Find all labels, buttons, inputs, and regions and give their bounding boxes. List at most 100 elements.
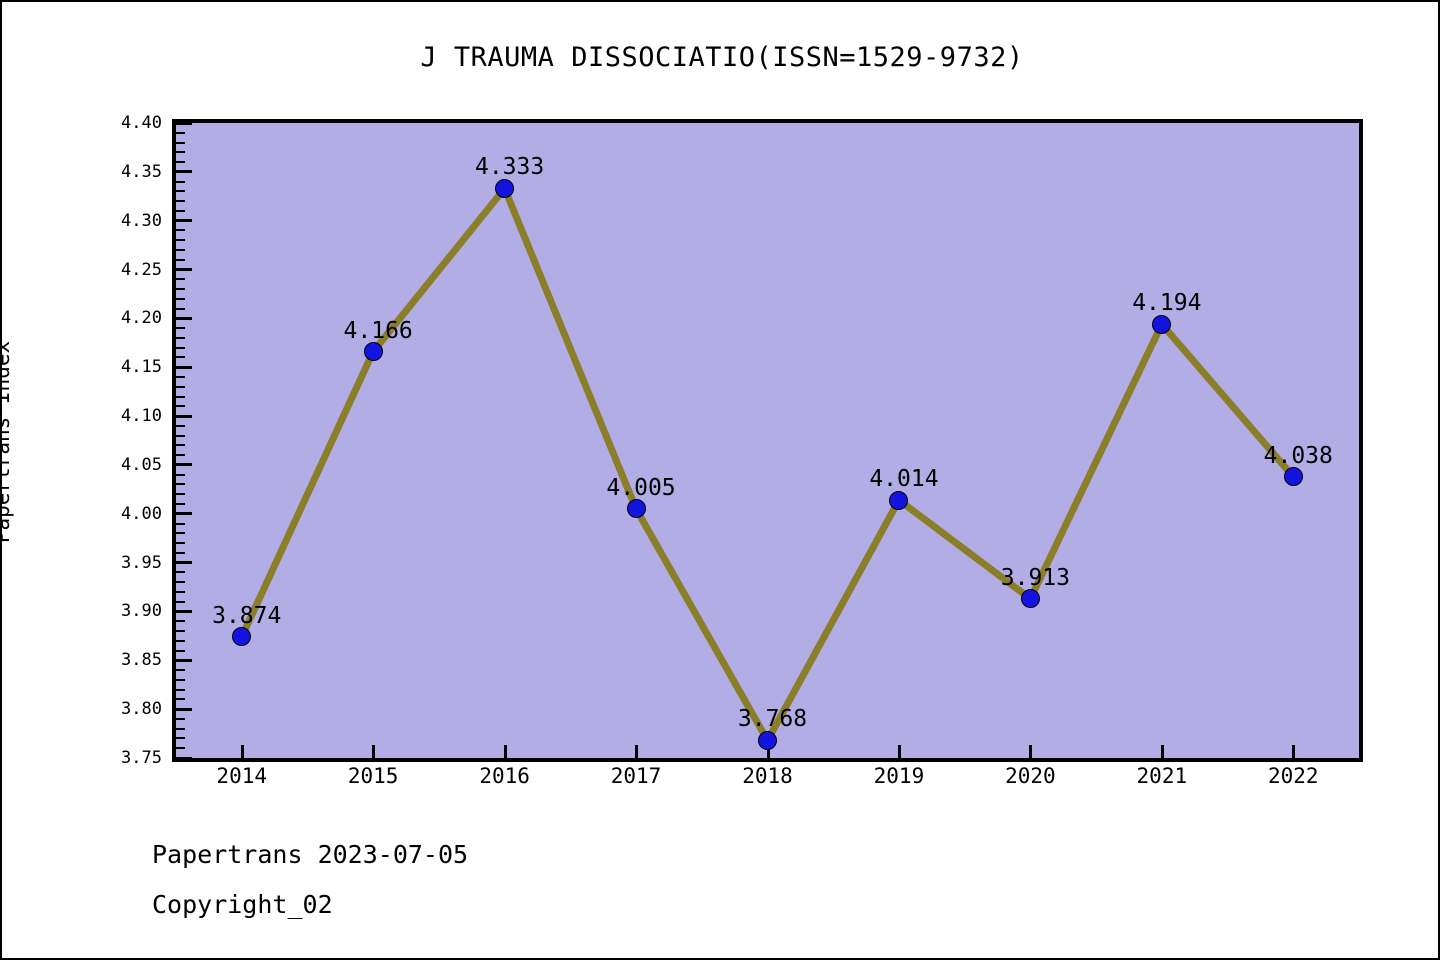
y-axis-minor-tick [176,649,185,652]
y-axis-minor-tick [176,307,185,310]
x-axis-tick-label: 2015 [347,764,399,788]
x-axis-tick [635,745,639,758]
y-axis-minor-tick [176,209,185,212]
x-axis-tick [240,745,244,758]
y-axis-minor-tick [176,503,185,505]
y-axis-minor-tick [176,737,185,740]
y-axis-minor-tick [176,688,185,691]
y-axis-minor-tick [176,258,185,261]
y-axis-tick-label: 4.10 [121,406,162,427]
y-axis-minor-tick [176,669,185,672]
y-axis-minor-tick [176,727,185,730]
footer-source: Papertrans 2023-07-05 [152,840,469,869]
y-axis-tick-label: 4.15 [121,357,162,378]
x-axis-tick [1292,745,1296,758]
y-axis-minor-tick [176,434,185,437]
y-axis-minor-tick [176,483,185,486]
x-axis-tick-label: 2018 [742,764,793,788]
x-axis-tick-label: 2014 [216,764,267,788]
y-axis-major-tick [176,268,192,272]
x-axis-tick-label: 2019 [873,764,925,788]
y-axis-major-tick [176,316,192,320]
y-axis-tick-label: 4.20 [121,308,162,329]
footer-copyright: Copyright_02 [152,890,333,919]
plot-inner: 3.874 4.166 4.333 4.005 3.768 4.014 3.913 4.194… [176,121,1359,760]
y-axis-minor-tick [176,717,185,720]
y-axis-minor-tick [176,551,185,554]
y-axis-tick-label: 3.95 [121,552,162,573]
y-axis-minor-tick [176,200,185,203]
x-axis-tick [766,745,770,758]
x-axis-tick-label: 2017 [610,764,662,788]
y-axis-major-tick [176,707,192,711]
y-axis-tick-label: 4.40 [121,113,162,133]
y-axis-minor-tick [176,327,185,330]
plot-area: 3.874 4.166 4.333 4.005 3.768 4.014 3.913 4.194… [172,119,1363,762]
y-axis-minor-tick [176,170,185,173]
y-axis-tick-label: 4.30 [121,210,162,231]
y-axis-minor-tick [176,590,185,593]
y-axis-tick-label: 4.05 [121,454,162,475]
y-axis-minor-tick [176,405,185,408]
y-axis-minor-tick [176,522,185,525]
y-axis-minor-tick [176,395,185,398]
y-axis-minor-tick [176,630,185,632]
y-axis-minor-tick [176,297,185,300]
x-axis-tick-label: 2022 [1267,764,1319,788]
y-axis-tick-label: 4.25 [121,259,162,280]
data-point-marker [363,342,383,362]
y-axis-minor-tick [176,336,185,339]
x-axis-tick [1160,745,1164,758]
y-axis-major-tick [176,609,192,613]
data-point-marker [232,627,252,647]
y-axis-major-tick [176,365,192,369]
y-axis-major-tick [176,463,192,467]
data-point-marker [758,730,777,750]
y-axis-minor-tick [176,454,185,457]
y-axis-tick-label: 3.80 [121,699,162,720]
y-axis-minor-tick [176,473,185,476]
y-axis-minor-tick [176,356,185,359]
y-axis-minor-tick [176,385,185,388]
y-axis-minor-tick [176,151,185,154]
x-axis-tick-label: 2021 [1136,764,1188,788]
data-point-marker [1152,314,1172,334]
y-axis-minor-tick [176,161,185,164]
x-axis-tick [897,745,901,758]
y-axis-minor-tick [176,542,185,545]
y-axis-major-tick [176,121,192,125]
page-title: J TRAUMA DISSOCIATIO(ISSN=1529-9732) [420,42,1024,73]
y-axis-tick-label: 3.85 [121,650,162,671]
y-axis-minor-tick [176,698,185,701]
data-point-marker [626,499,646,519]
y-axis-minor-tick [176,424,185,427]
y-axis-minor-tick [176,532,185,535]
y-axis-minor-tick [176,288,185,291]
x-axis-tick [1029,745,1033,758]
x-axis-tick-label: 2020 [1005,764,1056,788]
y-axis-minor-tick [176,571,185,574]
y-axis-major-tick [176,756,192,760]
y-axis-major-tick [176,561,192,565]
y-axis-minor-tick [176,620,185,623]
x-axis-tick [372,745,376,758]
y-axis-major-tick [176,658,192,662]
y-axis-minor-tick [176,415,185,418]
y-axis-minor-tick [176,600,185,603]
y-axis-minor-tick [176,131,185,134]
series-polyline [238,181,1296,748]
y-axis-tick-label: 4.00 [121,503,162,524]
y-axis-minor-tick [176,229,185,232]
y-axis-minor-tick [176,747,185,750]
series-line [238,181,1296,748]
y-axis-tick-label: 3.90 [121,601,162,622]
data-point-marker [1020,589,1040,609]
y-axis-minor-tick [176,190,185,193]
y-axis-title: Papertrans Index [0,340,14,544]
y-axis-minor-tick [176,493,185,496]
y-axis-minor-tick [176,678,185,681]
y-axis-minor-tick [176,346,185,349]
data-point-marker [889,490,909,510]
y-axis-minor-tick [176,249,185,251]
